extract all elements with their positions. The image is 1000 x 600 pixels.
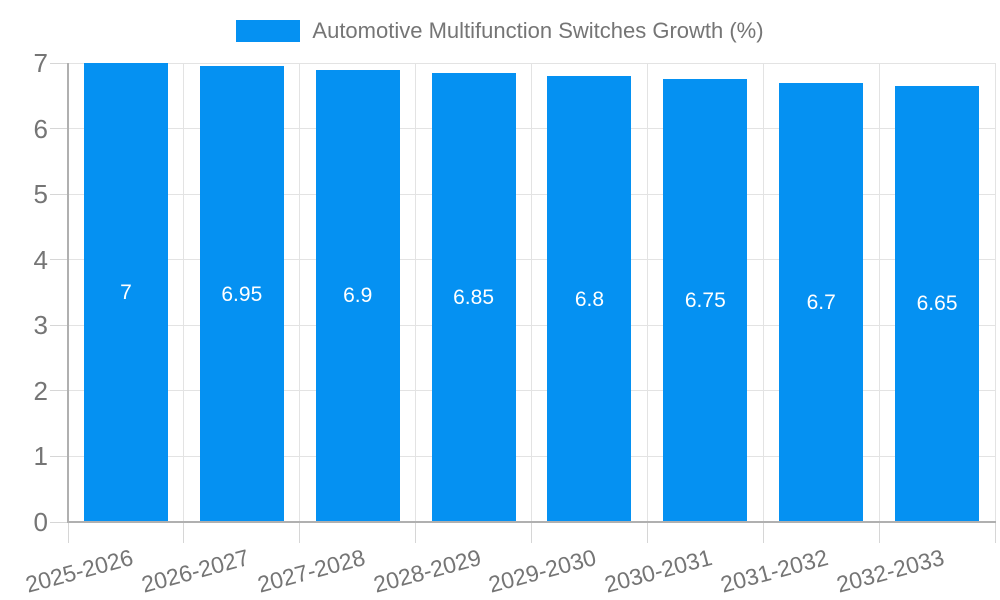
gridline-vertical [531,63,532,522]
bar-value-label: 7 [120,281,132,304]
bar-value-label: 6.85 [453,285,494,309]
y-axis-tick-label: 1 [33,441,48,472]
x-axis-tick [994,523,996,543]
legend: Automotive Multifunction Switches Growth… [0,18,1000,44]
y-axis-tick-label: 7 [33,48,48,78]
y-axis-tick [50,455,68,457]
bar: 7 [83,63,168,522]
y-axis-tick [50,324,68,326]
bar: 6.95 [199,66,284,522]
x-axis-tick-label: 2028-2029 [370,544,484,598]
bar: 6.9 [315,69,400,522]
legend-swatch [236,20,301,42]
x-axis-tick [531,523,532,543]
x-axis-tick-label: 2029-2030 [486,544,600,598]
y-axis-tick-label: 2 [33,375,48,406]
y-axis-tick [50,62,68,64]
gridline-vertical [183,63,185,522]
x-axis-tick [183,523,185,543]
gridline-vertical [762,63,764,522]
bar-value-label: 6.8 [574,287,605,311]
x-axis-tick [878,523,880,543]
legend-label: Automotive Multifunction Switches Growth… [312,18,764,43]
gridline-vertical [415,63,417,522]
x-axis-tick [415,523,417,543]
gridline-vertical [994,63,996,522]
bar-value-label: 6.75 [684,289,726,313]
bar: 6.8 [547,76,632,522]
bar: 6.75 [663,79,748,522]
bar-value-label: 6.7 [806,290,836,314]
x-axis-tick-label: 2030-2031 [602,544,716,598]
x-axis-tick-label: 2027-2028 [254,544,368,598]
bar: 6.85 [431,72,516,522]
y-axis-tick-label: 0 [33,507,48,537]
bar: 6.65 [895,85,980,522]
x-axis-tick-label: 2026-2027 [138,544,252,598]
y-axis-tick [50,259,68,261]
x-axis-tick [762,523,764,543]
y-axis-tick [50,128,68,130]
x-axis-line [67,521,996,523]
x-axis-tick [299,523,301,543]
x-axis-tick-label: 2031-2032 [717,544,831,598]
gridline-vertical [646,63,648,522]
y-axis-tick [50,521,68,523]
x-axis-tick-label: 2025-2026 [22,544,136,598]
gridline-vertical [878,63,880,522]
y-axis-tick [50,390,68,392]
y-axis-tick-label: 6 [33,113,48,144]
y-axis-tick-label: 4 [33,244,48,275]
bar-value-label: 6.65 [916,292,958,316]
y-axis-line [67,63,69,523]
x-axis-tick [67,523,69,543]
gridline-vertical [299,63,301,522]
bar: 6.7 [779,82,864,522]
x-axis-tick [646,523,648,543]
x-axis-tick-label: 2032-2033 [833,544,947,598]
bar-value-label: 6.95 [221,282,263,306]
y-axis-tick-label: 5 [33,179,48,210]
bar-value-label: 6.9 [343,284,373,308]
y-axis-tick-label: 3 [33,310,48,341]
y-axis-tick [50,193,68,195]
